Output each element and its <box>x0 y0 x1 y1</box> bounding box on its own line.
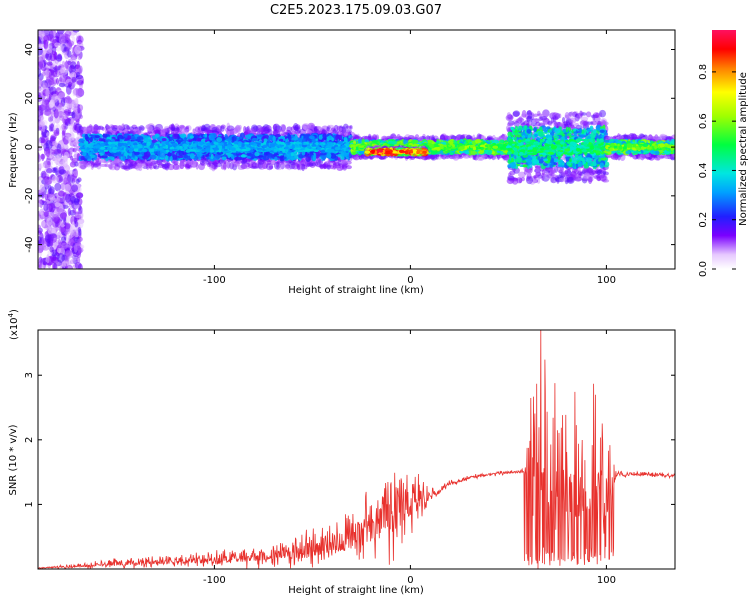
colorbar-tick-label: 0.4 <box>698 162 709 178</box>
spectrogram-ticks: -100 0 100 -40 -20 0 20 40 <box>24 30 675 286</box>
y-tick-label: 0 <box>24 144 35 150</box>
spectrogram-panel: -100 0 100 -40 -20 0 20 40 Height of straight l… <box>8 29 676 296</box>
snr-scale-label: (x104) <box>7 309 20 340</box>
y-tick-label: 3 <box>24 372 35 378</box>
y-tick-label: -40 <box>24 236 35 252</box>
snr-ylabel: SNR (10 * v/v) <box>8 424 19 495</box>
spectrogram-ylabel: Frequency (Hz) <box>8 112 19 188</box>
colorbar: 0.0 0.2 0.4 0.6 0.8 Normalized spectral ampl… <box>698 30 749 277</box>
snr-frame <box>37 329 676 570</box>
x-tick-label: 100 <box>597 575 616 586</box>
snr-ticks: -100 0 100 1 2 3 <box>24 330 675 586</box>
snr-series-line <box>38 330 675 569</box>
x-tick-label: 0 <box>407 275 413 286</box>
x-tick-label: -100 <box>203 575 226 586</box>
snr-scale-prefix: (x10 <box>9 317 20 340</box>
spectrogram-feature-3 <box>363 144 430 160</box>
colorbar-tick-label: 0.0 <box>698 261 709 277</box>
snr-panel: -100 0 100 1 2 3 Height of straight line (km)… <box>7 309 676 596</box>
spectrogram-feature-4 <box>505 109 610 185</box>
x-tick-label: 0 <box>407 575 413 586</box>
spectrogram-xlabel: Height of straight line (km) <box>288 285 424 296</box>
spectrogram-feature-5 <box>603 133 675 162</box>
snr-scale-exponent: 4 <box>7 312 15 317</box>
x-tick-label: 100 <box>597 275 616 286</box>
x-tick-label: -100 <box>203 275 226 286</box>
spectrogram-feature-1 <box>77 122 355 172</box>
spectrogram-feature-0 <box>38 30 85 269</box>
spectrogram-heatmap <box>38 30 675 269</box>
y-tick-label: -20 <box>24 188 35 204</box>
colorbar-label: Normalized spectral amplitude <box>738 72 749 226</box>
y-tick-label: 40 <box>24 43 35 56</box>
y-tick-label: 2 <box>24 437 35 443</box>
snr-xlabel: Height of straight line (km) <box>288 585 424 596</box>
spectrogram-frame <box>37 29 676 270</box>
colorbar-gradient <box>712 30 736 269</box>
snr-scale-close: ) <box>9 309 20 313</box>
colorbar-tick-label: 0.2 <box>698 212 709 228</box>
colorbar-tick-label: 0.6 <box>698 113 709 129</box>
colorbar-ticks: 0.0 0.2 0.4 0.6 0.8 <box>698 64 736 277</box>
y-tick-label: 1 <box>24 501 35 507</box>
colorbar-tick-label: 0.8 <box>698 64 709 80</box>
y-tick-label: 20 <box>24 92 35 105</box>
figure-title: C2E5.2023.175.09.03.G07 <box>270 3 442 18</box>
